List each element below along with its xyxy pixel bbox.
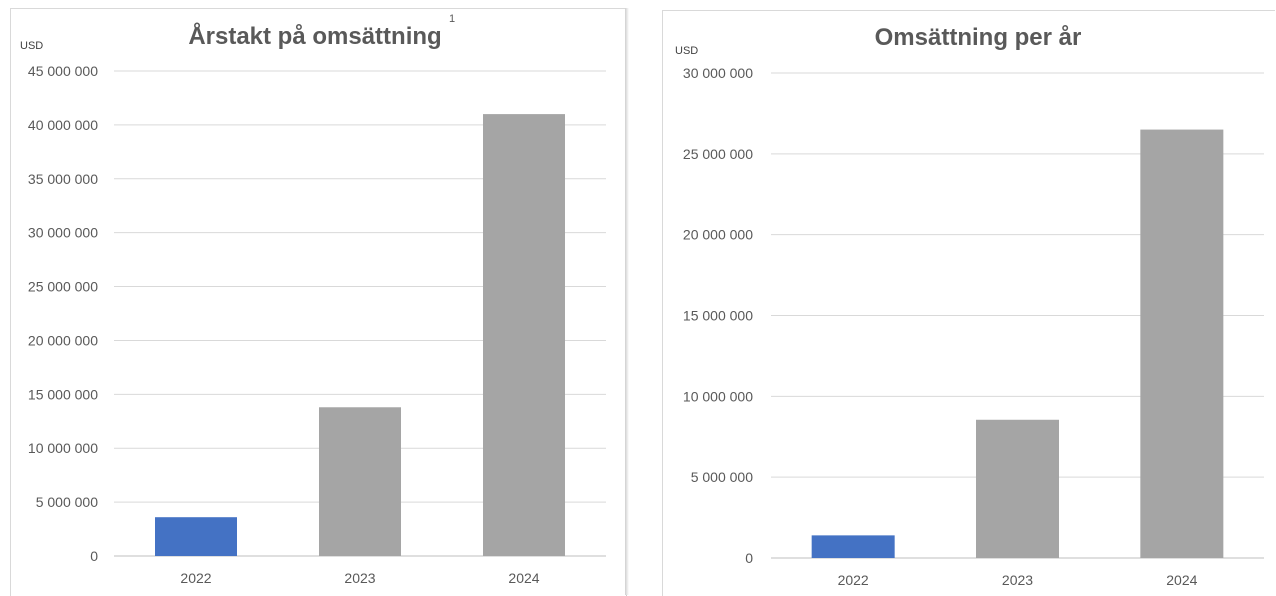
y-tick-label: 15 000 000 (28, 386, 98, 402)
bar-2024 (1140, 129, 1224, 559)
y-tick-label: 0 (745, 550, 753, 566)
y-tick-label: 15 000 000 (683, 308, 753, 324)
y-tick-label: 20 000 000 (683, 227, 753, 243)
x-category-label: 2024 (1166, 572, 1197, 588)
x-category-label: 2024 (508, 570, 539, 586)
y-tick-label: 30 000 000 (28, 225, 98, 241)
y-tick-label: 40 000 000 (28, 117, 98, 133)
y-tick-label: 35 000 000 (28, 171, 98, 187)
x-category-label: 2023 (1002, 572, 1033, 588)
y-tick-label: 0 (90, 548, 98, 564)
y-axis-unit-label: USD (675, 45, 698, 57)
revenue-per-year-chart: Omsättning per år USD 0 5 000 000 10 000 000… (675, 24, 1264, 588)
y-tick-label: 25 000 000 (28, 279, 98, 295)
annualized-revenue-chart: Årstakt på omsättning 1 USD 0 5 000 000 10 00… (20, 13, 606, 586)
bar-2023 (319, 407, 401, 556)
chart-title: Omsättning per år (875, 24, 1082, 51)
y-tick-label: 20 000 000 (28, 332, 98, 348)
x-category-label: 2022 (180, 570, 211, 586)
bar-2023 (976, 419, 1059, 558)
x-category-label: 2023 (344, 570, 375, 586)
bar-2022 (811, 535, 895, 558)
y-tick-label: 5 000 000 (691, 469, 753, 485)
title-footnote-marker: 1 (449, 13, 455, 25)
y-tick-label: 45 000 000 (28, 63, 98, 79)
y-tick-label: 25 000 000 (683, 146, 753, 162)
chart-title: Årstakt på omsättning (188, 22, 441, 50)
bar-2024 (483, 114, 565, 556)
y-tick-label: 5 000 000 (36, 494, 98, 510)
y-tick-label: 10 000 000 (28, 440, 98, 456)
y-tick-label: 10 000 000 (683, 388, 753, 404)
y-axis-unit-label: USD (20, 40, 43, 52)
y-tick-label: 30 000 000 (683, 65, 753, 81)
panel-shadow (625, 8, 629, 595)
x-category-label: 2022 (838, 572, 869, 588)
bar-2022 (155, 517, 237, 556)
chart-frame-right (662, 10, 1275, 596)
